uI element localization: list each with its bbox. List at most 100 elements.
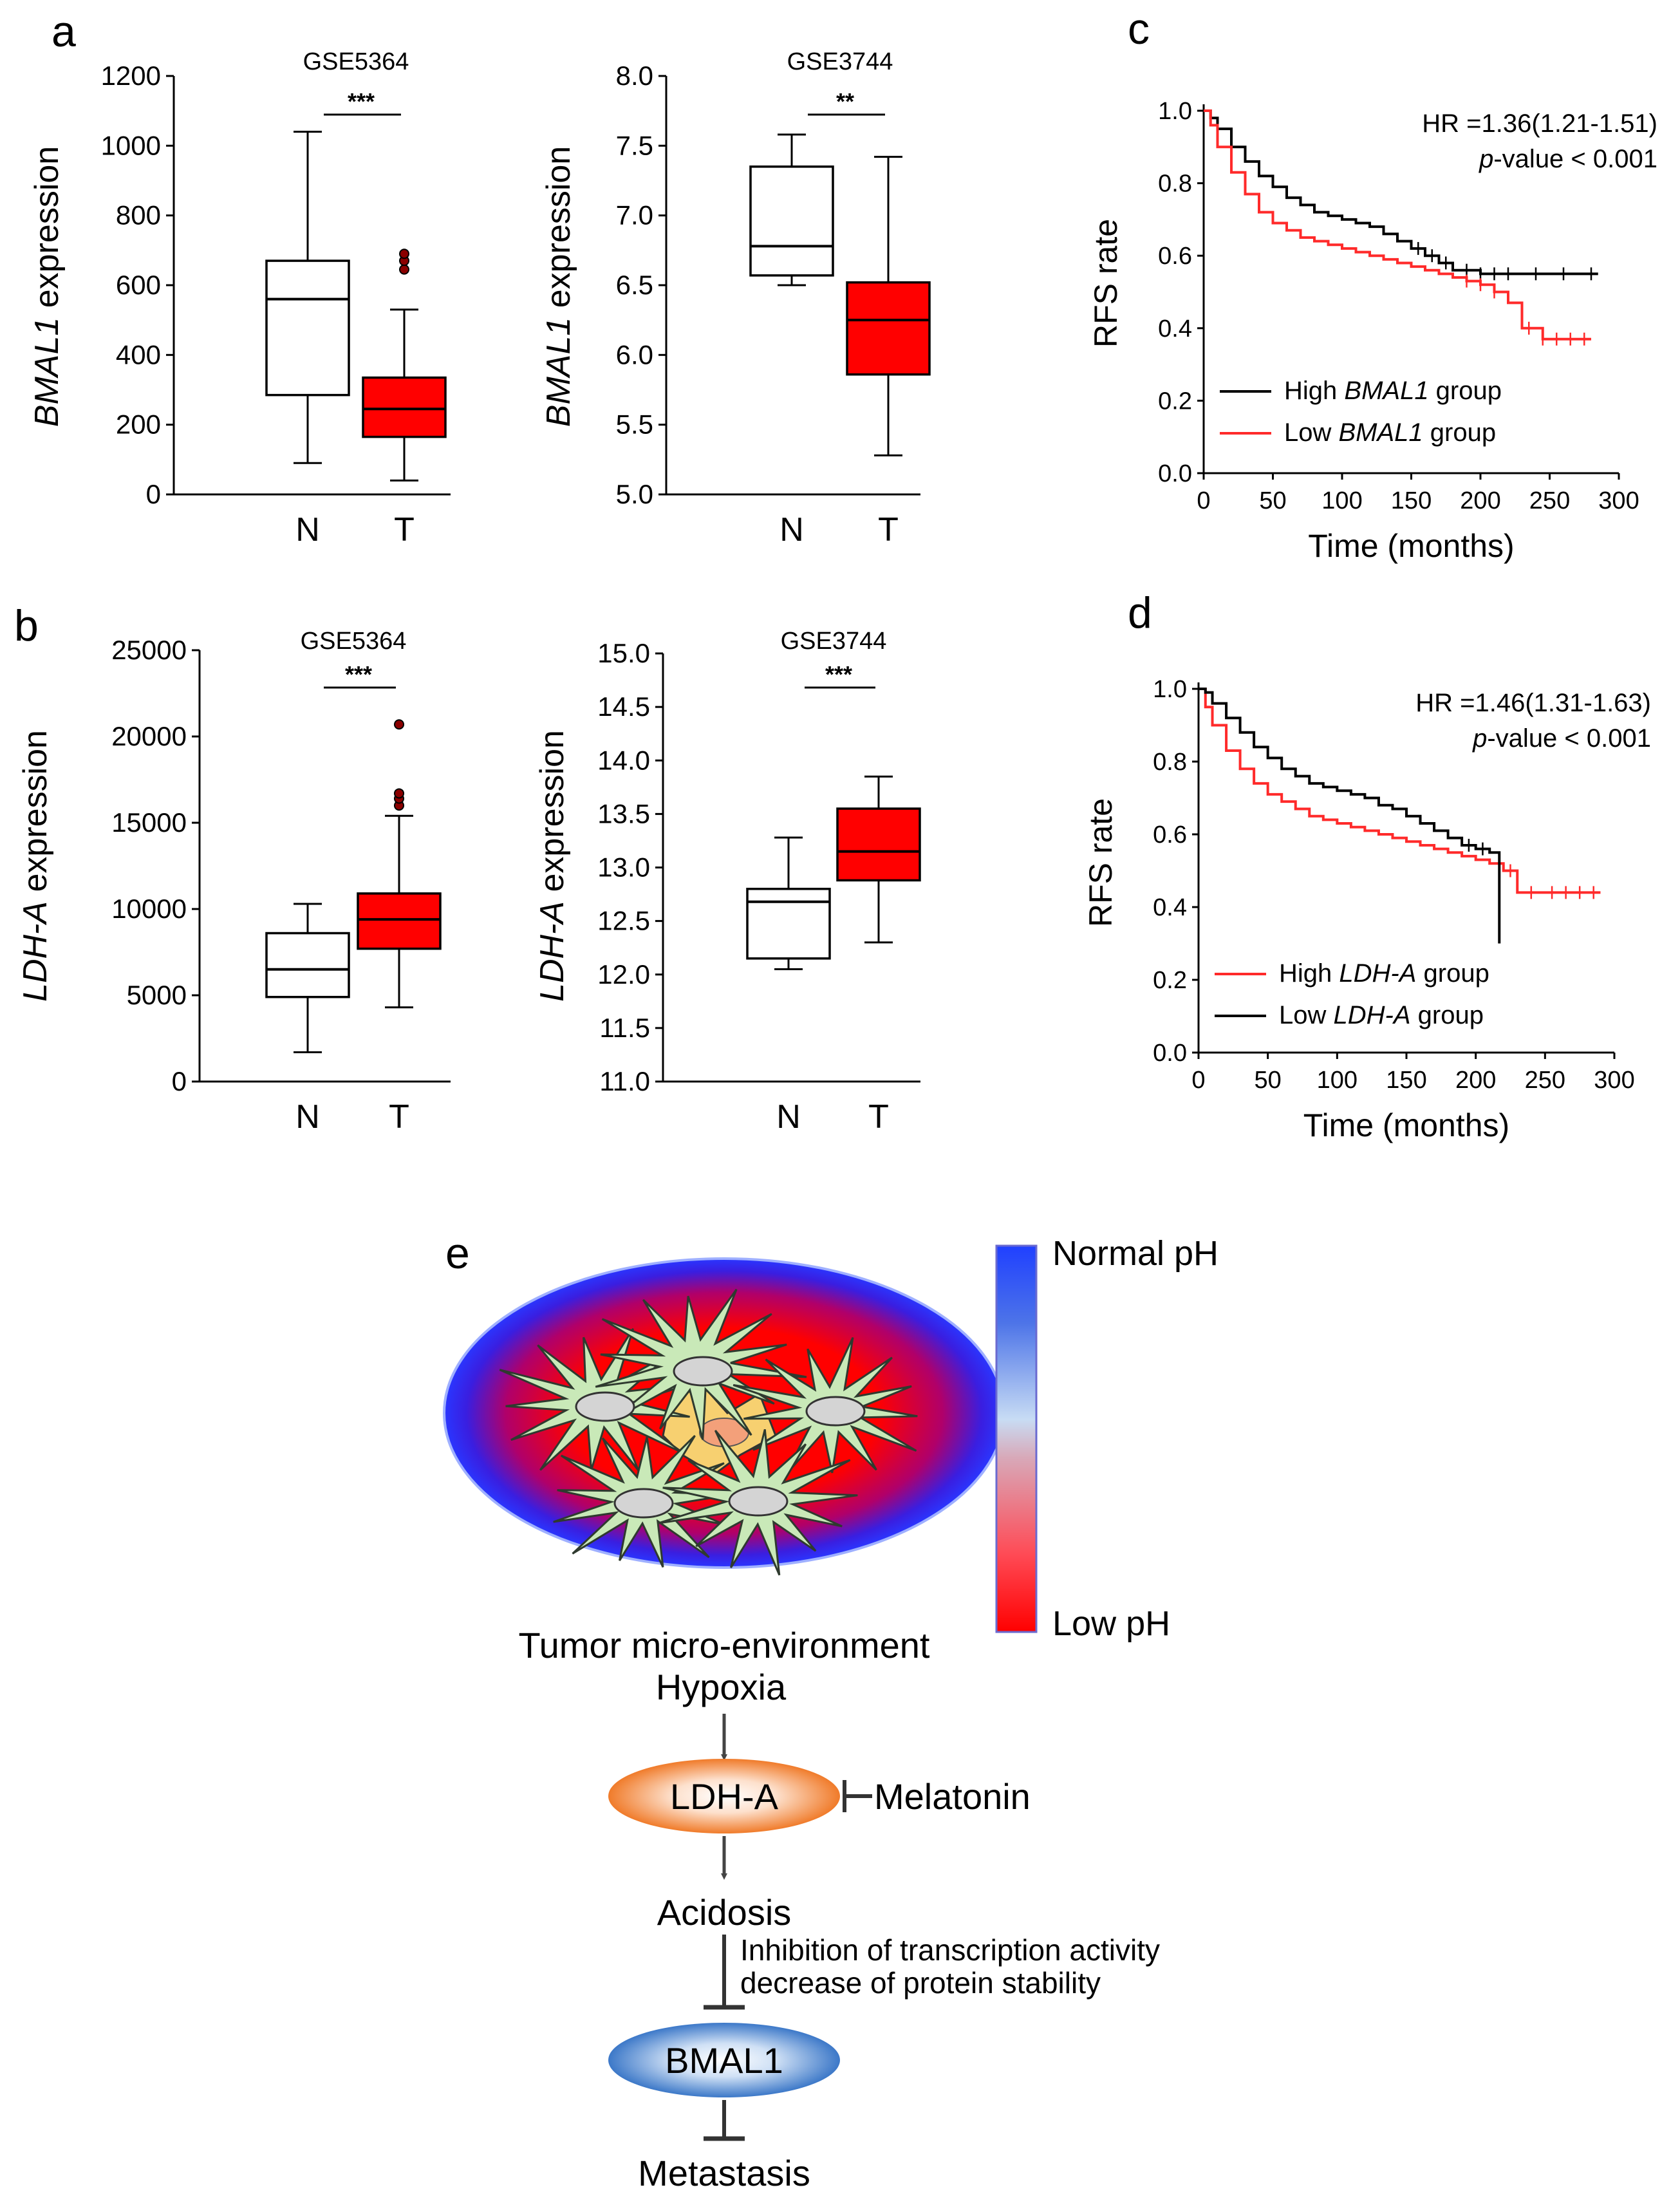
y-tick-label: 0.6 <box>1153 821 1187 848</box>
legend-label-1: Low BMAL1 group <box>1284 418 1496 447</box>
y-tick-label: 0.0 <box>1158 460 1192 487</box>
panel-label-c: c <box>1128 5 1150 53</box>
y-tick-label: 7.0 <box>616 200 653 230</box>
scale-normal-ph-label: Normal pH <box>1052 1234 1218 1273</box>
significance-stars: *** <box>825 661 852 688</box>
x-tick-label: 0 <box>1191 1067 1205 1094</box>
y-tick-label: 12.0 <box>597 959 650 989</box>
panel-label-a: a <box>51 7 76 56</box>
y-tick-label: 0.8 <box>1158 171 1192 198</box>
hazard-ratio-text: HR =1.36(1.21-1.51) <box>1422 109 1657 138</box>
y-axis-label: BMAL1 expression <box>28 146 66 427</box>
y-tick-label: 13.5 <box>597 798 650 829</box>
y-tick-label: 0 <box>172 1066 187 1096</box>
plot-title: GSE3744 <box>781 628 887 655</box>
outlier-point <box>399 248 409 259</box>
y-tick-label: 0.4 <box>1158 315 1192 342</box>
mechanism-line-1: Inhibition of transcription activity <box>740 1933 1160 1967</box>
y-axis-label: LDH-A expression <box>534 730 571 1002</box>
y-axis-label: LDH-A expression <box>17 730 54 1002</box>
box-N <box>265 932 350 998</box>
x-tick-label: 50 <box>1259 487 1286 514</box>
y-tick-label: 600 <box>116 270 161 300</box>
y-tick-label: 0.0 <box>1153 1040 1187 1067</box>
category-label-N: N <box>779 511 804 548</box>
x-tick-label: 100 <box>1321 487 1362 514</box>
plot-title: GSE5364 <box>303 48 409 75</box>
panel-label-d: d <box>1128 588 1152 637</box>
box-N <box>265 259 350 397</box>
y-tick-label: 11.5 <box>599 1013 650 1043</box>
cell-nucleus <box>673 1356 733 1387</box>
hazard-ratio-text: HR =1.46(1.31-1.63) <box>1415 689 1651 717</box>
y-tick-label: 15.0 <box>597 638 650 668</box>
ldha-node-label: LDH-A <box>670 1776 779 1817</box>
melatonin-label: Melatonin <box>874 1776 1031 1817</box>
category-label-N: N <box>295 511 320 548</box>
y-tick-label: 0.2 <box>1153 967 1187 994</box>
boxplot-b-ldha-gse3744: 11.0 11.5 12.0 12.5 13.0 13.5 14.0 14.5 15.0 LDH-… <box>534 628 921 1136</box>
category-label-T: T <box>389 1098 409 1136</box>
tumor-microenvironment-diagram <box>443 1257 1005 1576</box>
y-tick-label: 1200 <box>101 61 161 91</box>
p-value-text: p-value < 0.001 <box>1472 724 1651 753</box>
cell-nucleus <box>613 1488 674 1519</box>
boxplot-a-bmal1-gse3744: 5.0 5.5 6.0 6.5 7.0 7.5 8.0 BMAL1 expression GSE… <box>540 48 931 548</box>
x-tick-label: 0 <box>1197 487 1210 514</box>
y-tick-label: 800 <box>116 200 161 230</box>
cell-nucleus <box>805 1396 866 1427</box>
y-tick-label: 1.0 <box>1158 98 1192 125</box>
legend-label-1: Low LDH-A group <box>1279 1001 1484 1029</box>
km-curve-1 <box>1199 688 1501 944</box>
box-T <box>357 892 442 950</box>
y-tick-label: 20000 <box>111 721 187 751</box>
x-tick-label: 250 <box>1525 1067 1565 1094</box>
y-axis-label: RFS rate <box>1088 219 1124 348</box>
boxplot-b-ldha-gse5364: 0 5000 10000 15000 20000 25000 LDH-A expressio… <box>17 628 451 1136</box>
y-tick-label: 8.0 <box>616 61 653 91</box>
outlier-point <box>399 264 409 275</box>
ldha-node <box>608 1759 840 1833</box>
y-tick-label: 14.5 <box>597 691 650 722</box>
y-tick-label: 1000 <box>101 130 161 160</box>
boxplot-a-bmal1-gse5364: 0 200 400 600 800 1000 1200 BMAL1 expression GSE… <box>28 48 451 548</box>
metastasis-label: Metastasis <box>638 2153 810 2193</box>
km-plot-c-bmal1: 0.0 0.2 0.4 0.6 0.8 1.0 0 50 100 150 200 250 300 RFS … <box>1088 98 1657 564</box>
acidosis-label: Acidosis <box>657 1892 792 1933</box>
y-tick-label: 7.5 <box>616 130 653 160</box>
significance-stars: ** <box>836 88 854 115</box>
category-label-T: T <box>878 511 899 548</box>
y-tick-label: 0.2 <box>1158 388 1192 415</box>
y-tick-label: 0.6 <box>1158 243 1192 270</box>
km-curve-0 <box>1199 688 1601 894</box>
x-tick-label: 250 <box>1529 487 1570 514</box>
y-axis-label: RFS rate <box>1083 798 1119 927</box>
tumor-microenvironment-label: Tumor micro-environment <box>519 1625 930 1665</box>
y-tick-label: 0.4 <box>1153 894 1187 921</box>
hypoxia-label: Hypoxia <box>656 1667 787 1707</box>
x-tick-label: 200 <box>1455 1067 1496 1094</box>
plot-title: GSE3744 <box>787 48 893 75</box>
y-tick-label: 400 <box>116 339 161 370</box>
p-value-text: p-value < 0.001 <box>1479 145 1657 173</box>
tumor-cells <box>499 1288 918 1576</box>
y-tick-label: 14.0 <box>597 745 650 775</box>
x-axis-label: Time (months) <box>1308 528 1514 564</box>
y-tick-label: 11.0 <box>599 1066 650 1096</box>
x-tick-label: 150 <box>1386 1067 1426 1094</box>
box-T <box>836 807 921 882</box>
box-N <box>746 888 831 960</box>
y-tick-label: 25000 <box>111 635 187 665</box>
y-tick-label: 200 <box>116 409 161 440</box>
y-tick-label: 1.0 <box>1153 676 1187 703</box>
outlier-point <box>394 788 404 799</box>
km-plot-d-ldha: 0.0 0.2 0.4 0.6 0.8 1.0 0 50 100 150 200 250 300 RFS … <box>1083 676 1651 1143</box>
x-tick-label: 300 <box>1594 1067 1634 1094</box>
category-label-T: T <box>868 1098 889 1136</box>
x-tick-label: 50 <box>1255 1067 1282 1094</box>
category-label-T: T <box>394 511 415 548</box>
x-axis-label: Time (months) <box>1303 1107 1509 1143</box>
y-axis-label: BMAL1 expression <box>540 146 577 427</box>
legend-label-0: High BMAL1 group <box>1284 377 1502 405</box>
